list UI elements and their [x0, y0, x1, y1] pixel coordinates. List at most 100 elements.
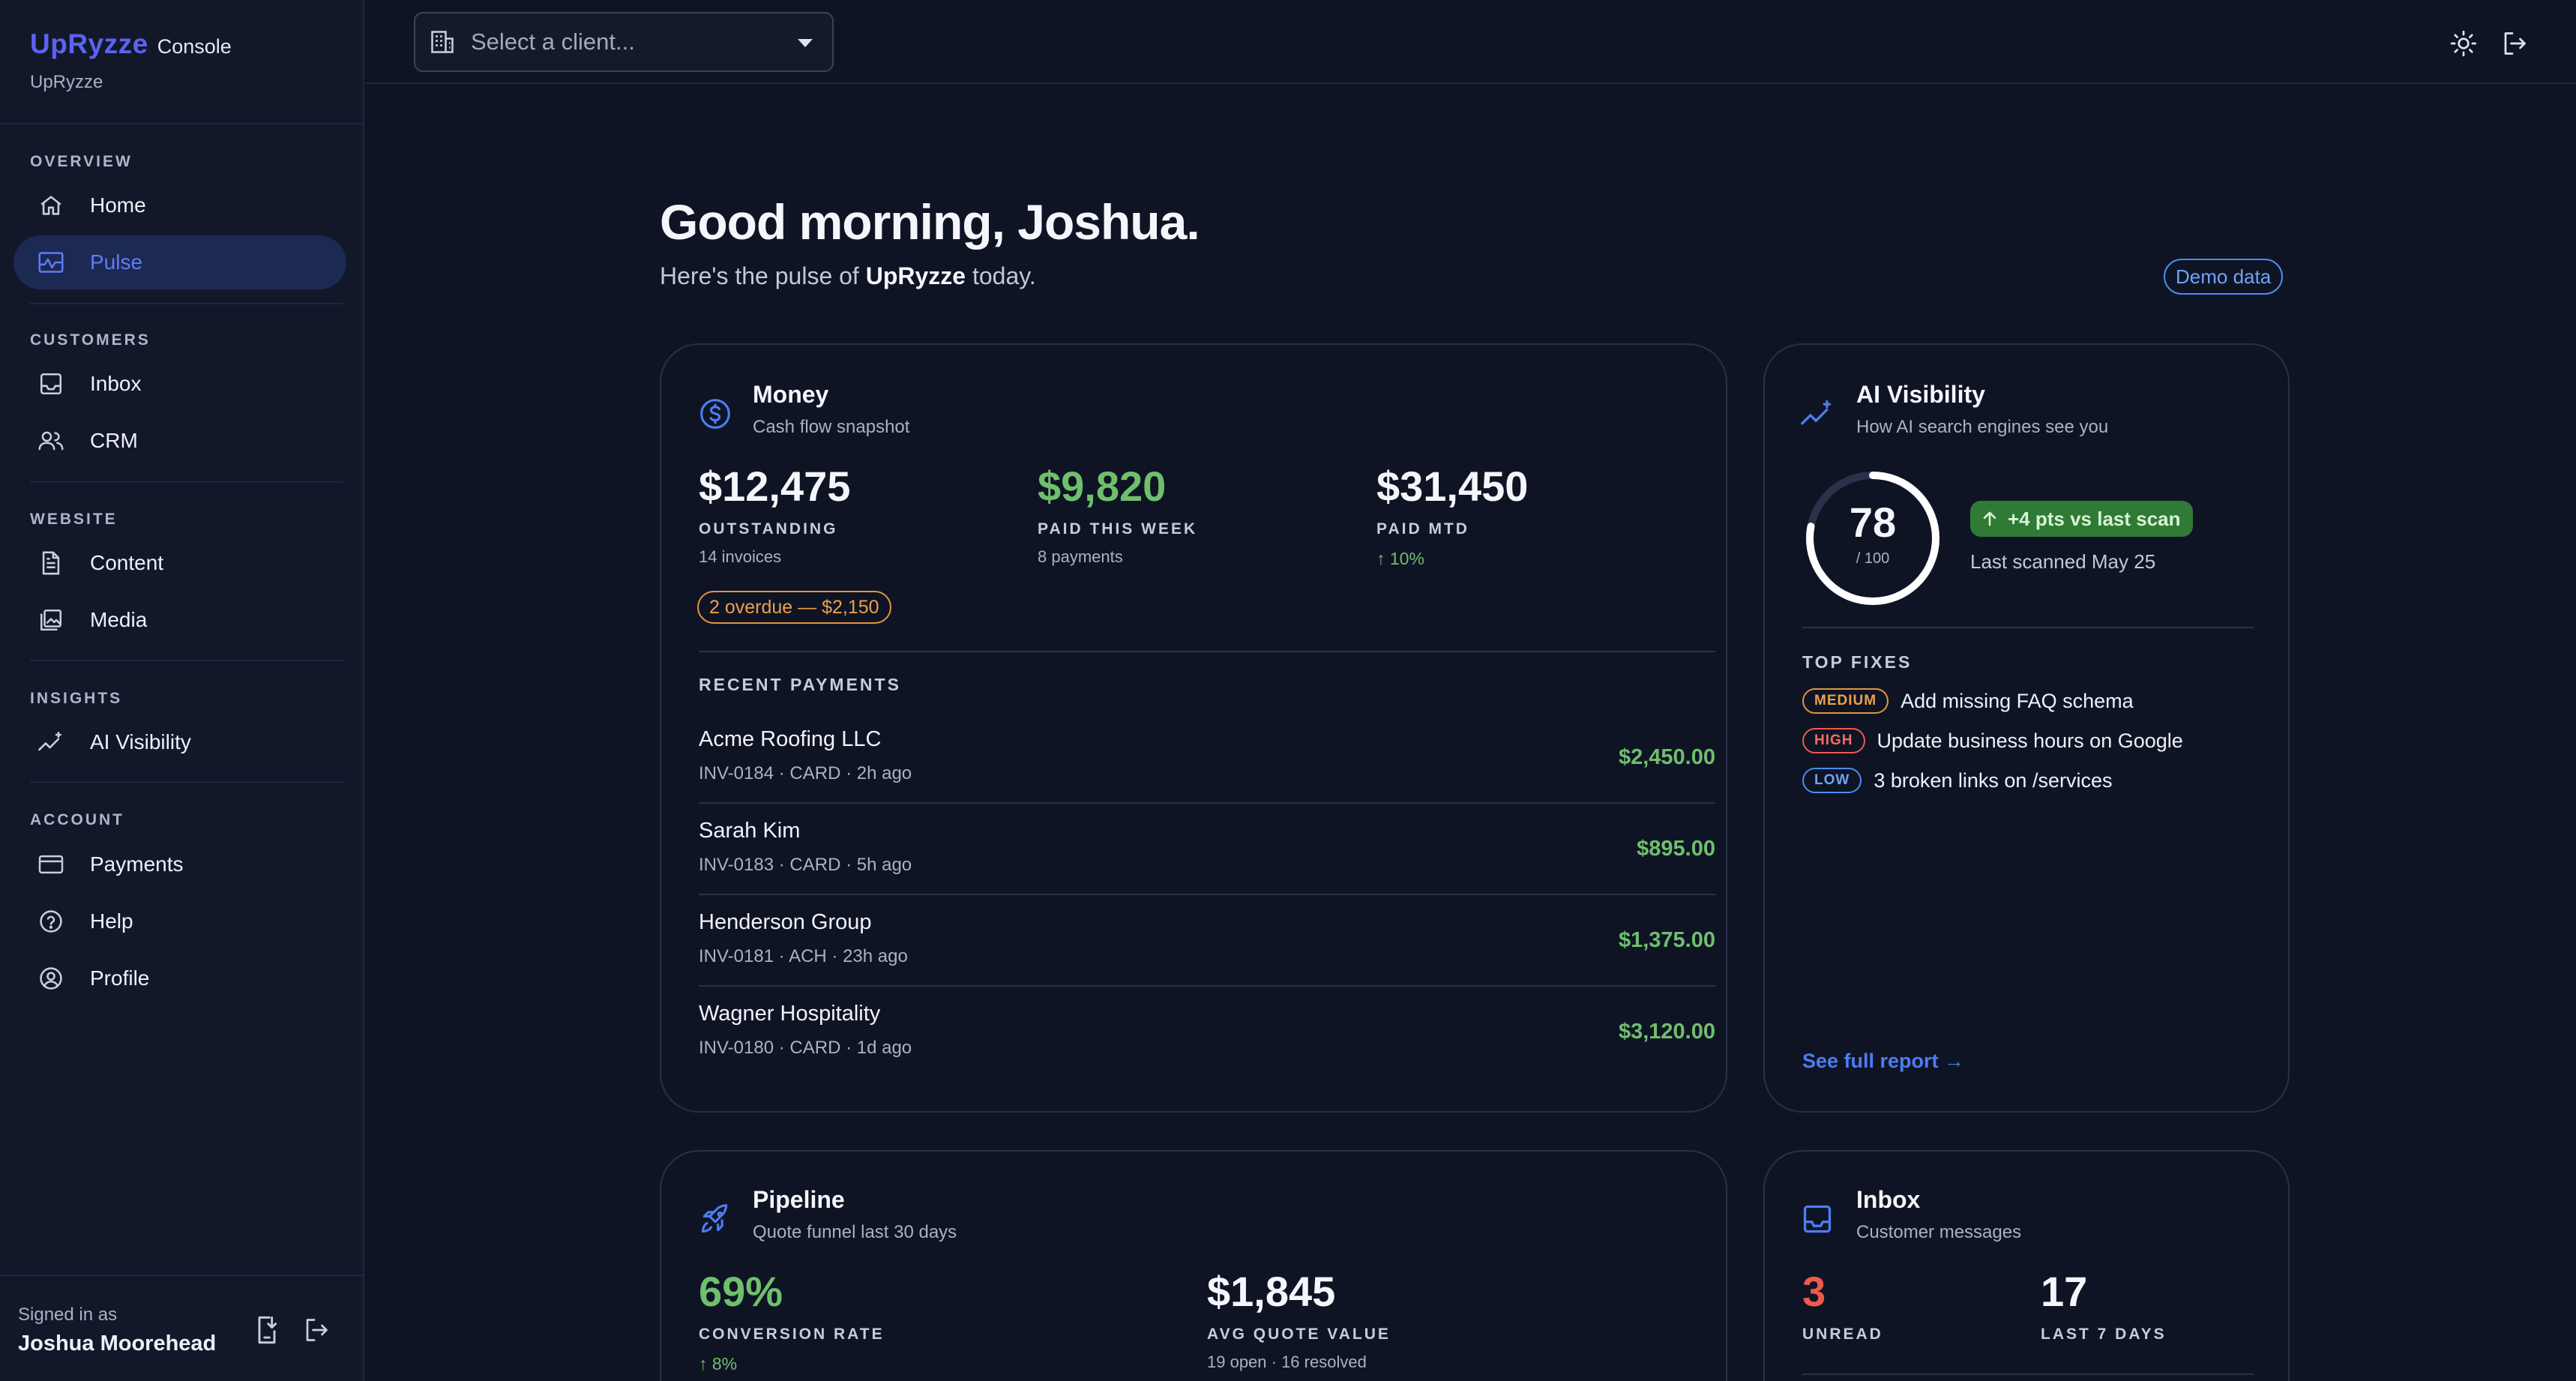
severity-badge: LOW — [1802, 768, 1862, 793]
sidebar-item-ai-visibility[interactable]: AI Visibility — [13, 715, 346, 769]
payment-row[interactable]: Sarah Kim INV-0183 · CARD · 5h ago $895.… — [699, 813, 1715, 904]
rocket-icon — [697, 1201, 733, 1237]
card-title: Pipeline — [753, 1186, 845, 1213]
sidebar-item-label: Payments — [90, 852, 184, 876]
building-icon — [426, 25, 459, 58]
document-icon — [36, 548, 66, 578]
nav-section-account: ACCOUNT — [30, 811, 124, 828]
payment-row[interactable]: Wagner Hospitality INV-0180 · CARD · 1d … — [699, 996, 1715, 1087]
divider — [30, 781, 343, 783]
chevron-down-icon — [798, 39, 813, 47]
nav-section-overview: OVERVIEW — [30, 153, 133, 170]
card-subtitle: Quote funnel last 30 days — [753, 1222, 957, 1242]
divider — [0, 1275, 364, 1276]
sidebar-item-label: CRM — [90, 429, 138, 452]
severity-badge: HIGH — [1802, 728, 1865, 753]
metric-label: AVG QUOTE VALUE — [1207, 1326, 1391, 1343]
payment-row[interactable]: Henderson Group INV-0181 · ACH · 23h ago… — [699, 904, 1715, 996]
payment-row[interactable]: Acme Roofing LLC INV-0184 · CARD · 2h ag… — [699, 721, 1715, 813]
nav-section-website: WEBSITE — [30, 511, 118, 528]
score-change-badge: +4 pts vs last scan — [1970, 501, 2193, 537]
fix-text: Add missing FAQ schema — [1901, 689, 2134, 712]
metric-label: PAID THIS WEEK — [1038, 520, 1198, 538]
sign-out-icon[interactable] — [300, 1314, 333, 1347]
sidebar-item-profile[interactable]: Profile — [13, 951, 346, 1005]
fix-item[interactable]: MEDIUM Add missing FAQ schema — [1802, 688, 2134, 714]
brand-org: UpRyzze — [30, 72, 103, 92]
metric-paid-week-value: $9,820 — [1038, 463, 1167, 510]
score-max: / 100 — [1856, 550, 1890, 567]
metric-avg-quote-value: $1,845 — [1207, 1268, 1336, 1315]
payment-meta: INV-0181 · ACH · 23h ago — [699, 946, 908, 966]
payment-meta: INV-0180 · CARD · 1d ago — [699, 1038, 912, 1058]
payment-amount: $3,120.00 — [1618, 1020, 1715, 1044]
payment-meta: INV-0184 · CARD · 2h ago — [699, 763, 912, 783]
sidebar-item-home[interactable]: Home — [13, 178, 346, 232]
sidebar-item-label: Media — [90, 608, 148, 631]
sidebar-item-pulse[interactable]: Pulse — [13, 235, 346, 289]
sidebar-item-help[interactable]: Help — [13, 894, 346, 948]
metric-sub: 14 invoices — [699, 547, 782, 566]
install-app-icon[interactable] — [250, 1314, 283, 1347]
fix-item[interactable]: LOW 3 broken links on /services — [1802, 768, 2112, 793]
inbox-icon — [36, 369, 66, 399]
divider — [699, 651, 1715, 652]
severity-badge: MEDIUM — [1802, 688, 1889, 714]
metric-sub: 19 open · 16 resolved — [1207, 1353, 1367, 1371]
sidebar-item-crm[interactable]: CRM — [13, 414, 346, 468]
theme-toggle-icon[interactable] — [2447, 27, 2480, 60]
pipeline-card: Pipeline Quote funnel last 30 days 69% C… — [660, 1150, 1727, 1381]
sidebar: UpRyzze Console UpRyzze OVERVIEW Home Pul… — [0, 0, 364, 1381]
subtitle-org: UpRyzze — [865, 262, 966, 289]
payment-meta: INV-0183 · CARD · 5h ago — [699, 855, 912, 875]
divider — [0, 123, 364, 124]
score-gauge: 78 / 100 — [1802, 468, 1943, 609]
sparkle-chart-icon — [36, 727, 66, 757]
divider — [30, 660, 343, 661]
divider — [699, 894, 1715, 895]
client-select[interactable]: Select a client... — [414, 12, 834, 72]
brand[interactable]: UpRyzze Console — [30, 28, 232, 60]
inbox-icon — [1799, 1201, 1835, 1237]
card-subtitle: Cash flow snapshot — [753, 417, 910, 437]
fix-text: Update business hours on Google — [1877, 729, 2183, 752]
see-full-report-link[interactable]: See full report → — [1802, 1050, 1965, 1072]
sparkle-chart-icon — [1799, 396, 1835, 432]
card-title: AI Visibility — [1856, 381, 1985, 408]
credit-card-icon — [36, 849, 66, 879]
metric-label: CONVERSION RATE — [699, 1326, 885, 1343]
sidebar-item-label: Help — [90, 909, 133, 933]
sidebar-item-label: AI Visibility — [90, 730, 191, 753]
sidebar-item-label: Content — [90, 551, 164, 574]
nav-section-customers: CUSTOMERS — [30, 331, 151, 349]
inbox-card: Inbox Customer messages 3 UNREAD 17 LAST… — [1763, 1150, 2290, 1381]
overdue-badge[interactable]: 2 overdue — $2,150 — [697, 591, 891, 624]
sidebar-item-inbox[interactable]: Inbox — [13, 357, 346, 411]
divider — [30, 481, 343, 483]
payment-amount: $895.00 — [1637, 837, 1715, 861]
metric-label: PAID MTD — [1376, 520, 1469, 538]
brand-name: UpRyzze — [30, 28, 148, 59]
fix-item[interactable]: HIGH Update business hours on Google — [1802, 728, 2183, 753]
home-icon — [36, 190, 66, 220]
sidebar-item-content[interactable]: Content — [13, 536, 346, 590]
divider — [699, 985, 1715, 987]
profile-icon — [36, 963, 66, 993]
subtitle-suffix: today. — [966, 262, 1036, 289]
sidebar-item-payments[interactable]: Payments — [13, 837, 346, 891]
divider — [30, 303, 343, 304]
metric-outstanding-value: $12,475 — [699, 463, 851, 510]
score-change-text: +4 pts vs last scan — [2008, 507, 2181, 530]
payment-amount: $1,375.00 — [1618, 928, 1715, 952]
payment-name: Sarah Kim — [699, 819, 801, 843]
sidebar-item-media[interactable]: Media — [13, 593, 346, 647]
sign-out-icon[interactable] — [2498, 27, 2531, 60]
nav-section-insights: INSIGHTS — [30, 690, 123, 707]
sidebar-item-label: Pulse — [90, 250, 143, 274]
metric-change: ↑ 8% — [699, 1354, 738, 1374]
card-subtitle: Customer messages — [1856, 1222, 2022, 1242]
card-title: Inbox — [1856, 1186, 1921, 1213]
dollar-icon — [697, 396, 733, 432]
payment-amount: $2,450.00 — [1618, 745, 1715, 769]
payment-name: Henderson Group — [699, 910, 872, 934]
